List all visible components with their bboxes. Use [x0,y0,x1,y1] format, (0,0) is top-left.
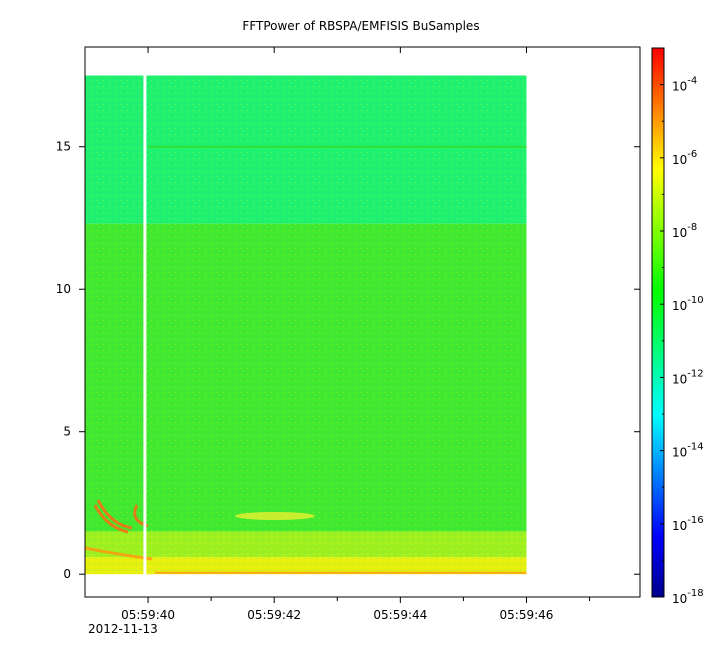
colorbar-tick-label-2: 10-14 [672,442,704,460]
x-tick-label-3: 05:59:46 [500,608,554,622]
x-tick-label-1: 05:59:42 [247,608,301,622]
emission-arc-1 [96,499,133,530]
colorbar-tick-label-0: 10-18 [672,588,704,606]
x-tick-label-0: 05:59:40 [121,608,175,622]
data-gap [143,75,147,575]
plot-area [84,75,527,575]
colorbar-tick-label-5: 10-8 [672,222,697,240]
y-axis: 0 5 10 15 [56,140,640,581]
chart-title: FFTPower of RBSPA/EMFISIS BuSamples [242,19,479,33]
y-tick-label-0: 0 [63,567,71,581]
colorbar-tick-label-3: 10-12 [672,368,704,386]
plot-frame [84,46,641,598]
y-tick-label-2: 10 [56,282,71,296]
colorbar-tick-label-7: 10-4 [672,76,697,94]
y-tick-label-1: 5 [63,425,71,439]
colorbar-tick-label-6: 10-6 [672,149,697,167]
x-tick-label-2: 05:59:44 [373,608,427,622]
x-date-label: 2012-11-13 [88,622,158,636]
colorbar-gradient [651,47,665,598]
emission-arc-0 [93,504,129,534]
colorbar-tick-label-1: 10-16 [672,515,704,533]
colorbar-tick-label-4: 10-10 [672,295,704,313]
x-axis: 05:59:40 05:59:42 05:59:44 05:59:46 [121,47,591,622]
y-tick-label-3: 15 [56,140,71,154]
spectrogram-texture [85,75,527,575]
colorbar: 10-18 10-16 10-14 10-12 10-10 10-8 10-6 10-4 [651,47,704,606]
emission-patch [235,512,315,520]
